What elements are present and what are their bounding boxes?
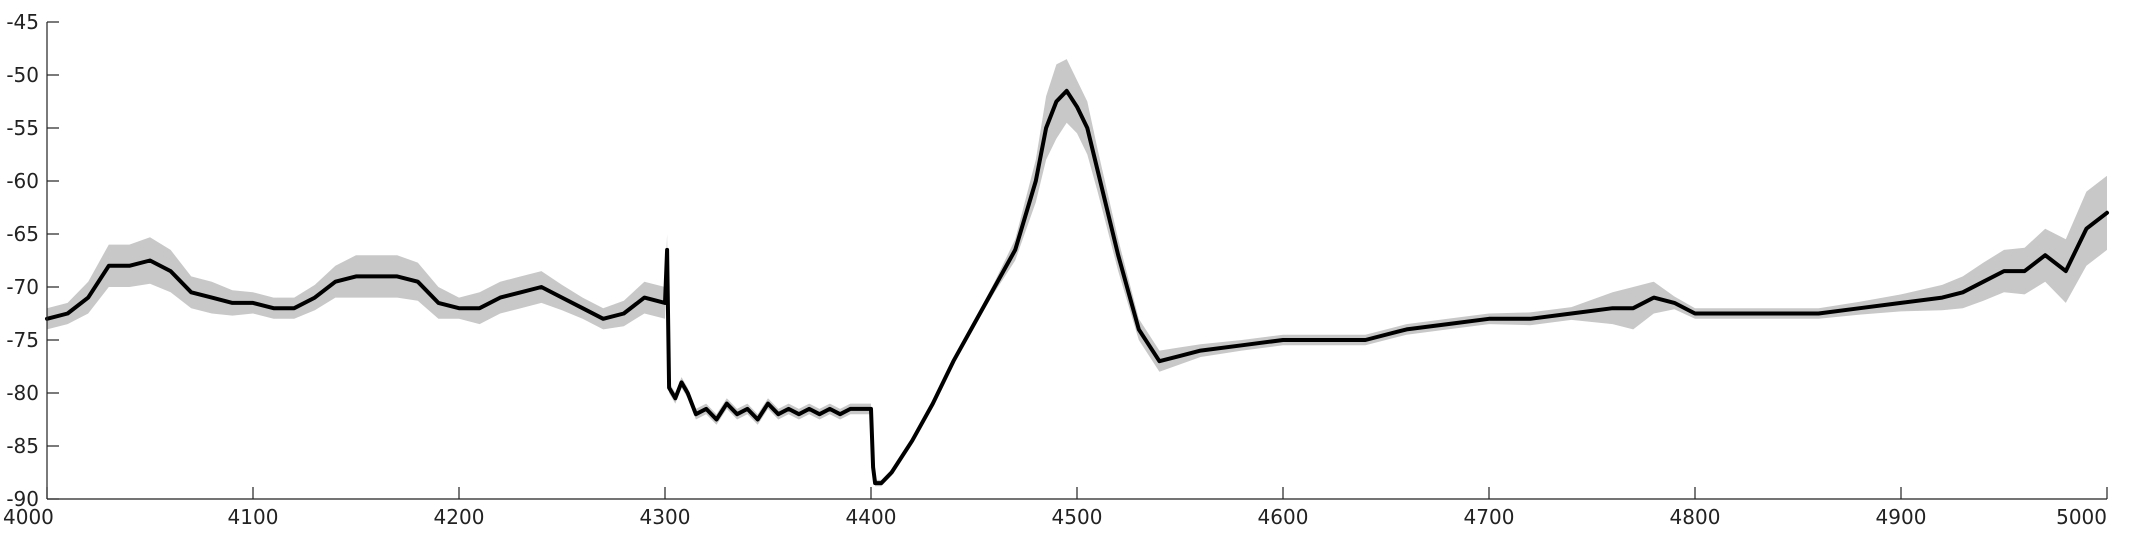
x-tick-label: 4700 — [1464, 505, 1515, 529]
y-tick-label: -75 — [6, 328, 39, 352]
mean-line-layer — [45, 88, 2109, 486]
x-tick-label: 4100 — [228, 505, 279, 529]
y-tick-label: -65 — [6, 222, 39, 246]
y-tick-label: -85 — [6, 434, 39, 458]
mean-trace-line — [45, 88, 2109, 486]
x-tick-label: 4900 — [1876, 505, 1927, 529]
variability-band — [47, 59, 2107, 487]
x-tick-label: 4400 — [846, 505, 897, 529]
y-tick-label: -80 — [6, 381, 39, 405]
x-tick-label: 4300 — [640, 505, 691, 529]
x-tick-label: 4000 — [3, 505, 54, 529]
x-tick-label: 4600 — [1258, 505, 1309, 529]
axes-layer: 4000 4100 4200 4300 4400 4500 4600 4700 4800 4900… — [3, 10, 2108, 529]
variability-band-layer — [47, 59, 2107, 487]
y-tick-label: -45 — [6, 10, 39, 34]
y-tick-label: -50 — [6, 63, 39, 87]
y-tick-label: -90 — [6, 487, 39, 511]
x-tick-label: 4500 — [1052, 505, 1103, 529]
x-tick-label: 5000 — [2056, 505, 2107, 529]
y-tick-label: -55 — [6, 116, 39, 140]
y-tick-label: -60 — [6, 169, 39, 193]
y-tick-label: -70 — [6, 275, 39, 299]
x-tick-label: 4800 — [1670, 505, 1721, 529]
x-tick-label: 4200 — [434, 505, 485, 529]
